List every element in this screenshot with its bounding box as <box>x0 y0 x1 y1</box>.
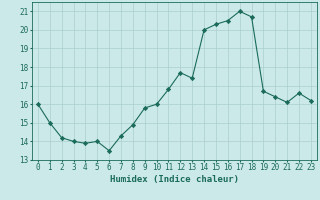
X-axis label: Humidex (Indice chaleur): Humidex (Indice chaleur) <box>110 175 239 184</box>
